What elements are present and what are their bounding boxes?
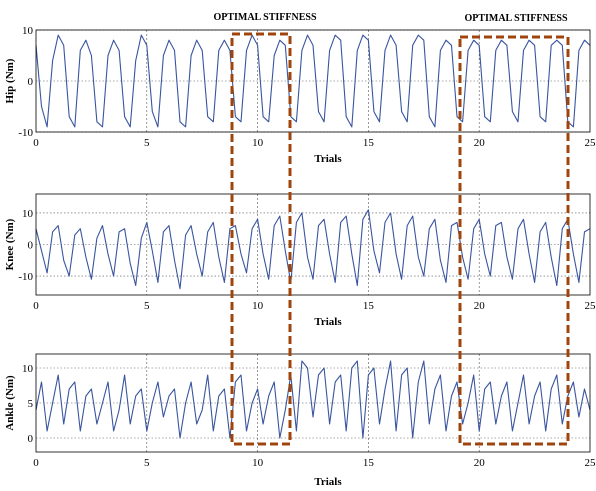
series-line: [35, 360, 591, 439]
x-tick-label: 25: [585, 300, 596, 312]
y-tick-label: -10: [18, 127, 33, 139]
highlight-box-2: [458, 35, 570, 446]
y-tick-label: 10: [22, 363, 34, 375]
plot-frame: [35, 193, 591, 296]
x-tick-label: 10: [252, 137, 264, 149]
series-line: [35, 34, 591, 128]
x-tick-label: 10: [252, 457, 264, 469]
x-tick-label: 0: [33, 457, 39, 469]
y-tick-label: -10: [18, 271, 33, 283]
panel-2: 0 5 10 15 20 25 10 0 -10 Trials Knee (Nm): [4, 193, 596, 328]
x-tick-label: 0: [33, 137, 39, 149]
x-tick-label: 10: [252, 300, 264, 312]
y-axis-label: Knee (Nm): [4, 218, 16, 270]
x-tick-label: 20: [474, 137, 486, 149]
x-tick-label: 15: [363, 300, 375, 312]
highlight-box-1: [230, 32, 292, 446]
series-line: [35, 209, 591, 290]
panel-3: 0 5 10 15 20 25 10 5 0 Trials Ankle (Nm): [4, 353, 596, 488]
x-tick-label: 5: [144, 457, 150, 469]
x-tick-label: 25: [585, 457, 596, 469]
plot-frame: [35, 353, 591, 453]
y-tick-label: 10: [22, 25, 34, 37]
highlight-boxes: [230, 32, 570, 446]
y-tick-label: 0: [28, 433, 34, 445]
y-tick-label: 5: [28, 398, 34, 410]
x-tick-label: 20: [474, 300, 486, 312]
y-axis-label: Hip (Nm): [4, 58, 16, 103]
x-tick-label: 5: [144, 300, 150, 312]
x-tick-label: 15: [363, 137, 375, 149]
y-axis-label: Ankle (Nm): [4, 375, 16, 431]
x-tick-label: 20: [474, 457, 486, 469]
x-tick-label: 0: [33, 300, 39, 312]
x-tick-label: 25: [585, 137, 596, 149]
y-tick-label: 0: [28, 76, 34, 88]
x-tick-label: 15: [363, 457, 375, 469]
plot-frame: [35, 29, 591, 133]
x-axis-label: Trials: [314, 476, 342, 488]
x-tick-label: 5: [144, 137, 150, 149]
annotation-label-2: OPTIMAL STIFFNESS: [464, 13, 568, 24]
y-tick-label: 10: [22, 208, 34, 220]
x-axis-label: Trials: [314, 316, 342, 328]
annotation-label-1: OPTIMAL STIFFNESS: [213, 12, 317, 23]
y-tick-label: 0: [28, 240, 34, 252]
x-axis-label: Trials: [314, 153, 342, 165]
